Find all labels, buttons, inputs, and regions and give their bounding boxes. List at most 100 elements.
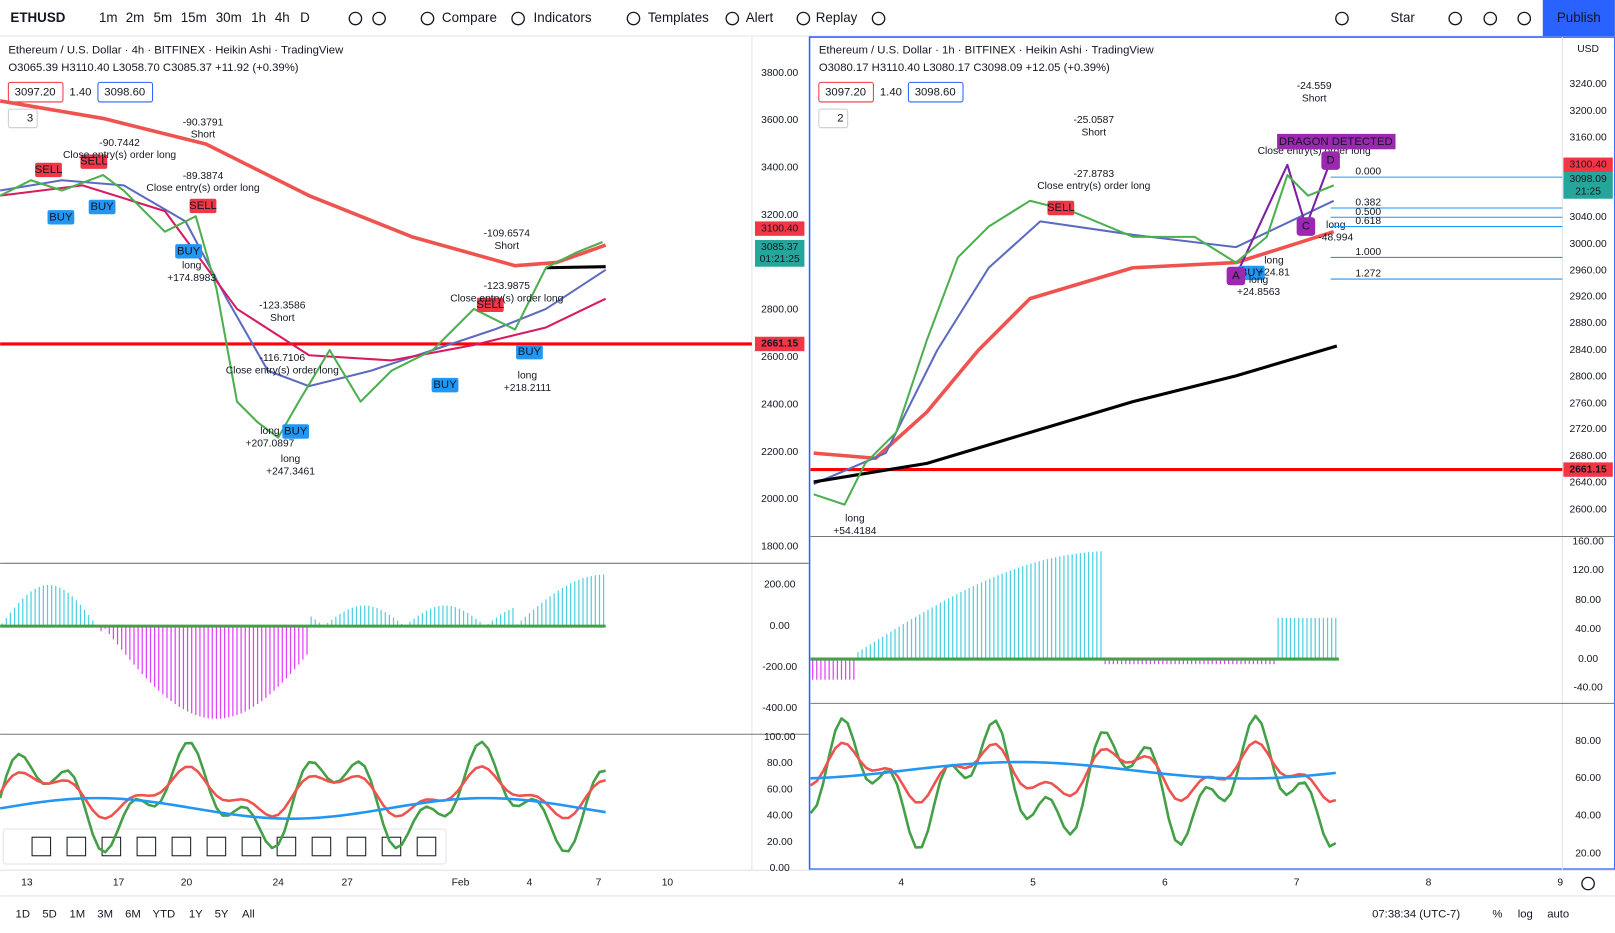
toolbar-icon[interactable] [1335,11,1349,26]
buy-button[interactable] [97,81,154,103]
symbol-search[interactable]: ETHUSD [10,10,65,25]
sell-price[interactable]: 3097.20 [825,87,866,99]
strategy-annotation: Close entry(s) order long [1258,146,1371,157]
publish-button-bg[interactable] [1542,0,1615,37]
time-axis-label: 4 [898,877,904,888]
interval-button[interactable]: 30m [216,10,242,25]
interval-button[interactable]: 15m [181,10,207,25]
fib-label: 0.000 [1355,167,1381,178]
interval-button[interactable]: 4h [275,10,290,25]
interval-button[interactable]: 1m [99,10,118,25]
time-axis-label: 17 [113,877,125,888]
strategy-annotation: -25.0587 [1073,115,1114,126]
interval-button[interactable]: 1h [251,10,266,25]
interval-button[interactable]: D [300,10,310,25]
strategy-annotation: -48.994 [1318,233,1353,244]
rsi-line [0,740,606,854]
sell-button[interactable] [818,81,874,103]
strategy-annotation: Short [191,130,216,141]
drawing-tool[interactable] [171,836,192,857]
toolbar-button[interactable]: Alert [746,10,774,25]
range-button[interactable]: 1M [70,908,86,920]
drawing-tool[interactable] [346,836,367,857]
drawing-tool[interactable] [31,836,52,857]
price-axis-label: 3800.00 [761,68,798,79]
toolbar-button[interactable]: Star [1390,10,1415,25]
range-button[interactable]: 5Y [215,908,229,920]
strategy-annotation: -109.6574 [484,228,531,239]
drawing-tool[interactable] [66,836,87,857]
signal-label: BUY [90,201,114,213]
price-axis-label: 3200.00 [761,210,798,221]
toolbar-button[interactable]: Compare [442,10,497,25]
price-axis-label: 2600.00 [761,352,798,363]
range-button[interactable]: 3M [97,908,113,920]
range-button[interactable]: YTD [153,908,176,920]
toolbar-icon[interactable] [1483,11,1498,26]
drawing-tool[interactable] [101,836,122,857]
strategy-annotation: -27.8783 [1073,169,1114,180]
price-axis-label: 3240.00 [1570,79,1607,90]
currency-label: USD [1577,44,1599,55]
toolbar-icon[interactable] [348,11,363,26]
toolbar-icon[interactable] [1581,876,1595,891]
indicator-toggle[interactable] [818,108,849,129]
strategy-annotation: Close entry(s) order long [226,365,339,376]
price-badge-label: 2661.15 [1570,464,1607,475]
toolbar-icon[interactable] [725,11,740,26]
drawing-tool[interactable] [206,836,227,857]
toolbar-icon[interactable] [871,11,886,26]
price-axis-label: 2920.00 [1570,291,1607,302]
signal-label: BUY [433,379,457,391]
toolbar-icon[interactable] [1517,11,1532,26]
price-badge-label: 3100.40 [761,223,798,234]
toolbar-icon[interactable] [372,11,386,26]
drawing-tool[interactable] [241,836,262,857]
drawing-tool[interactable] [136,836,157,857]
rsi-axis-label: 60.00 [767,785,793,796]
signal-label: BUY [49,211,73,223]
interval-button[interactable]: 2m [126,10,145,25]
toolbar-icon[interactable] [626,11,641,26]
price-axis-label: 3600.00 [761,115,798,126]
signal-badge [175,244,202,259]
price-axis-label: 2720.00 [1570,424,1607,435]
range-button[interactable]: All [242,908,255,920]
moving-average [1234,160,1332,277]
spread: 1.40 [880,87,902,99]
toolbar-button[interactable]: Publish [1557,10,1601,25]
range-button[interactable]: 1D [16,908,30,920]
osc-axis-label: 0.00 [770,621,790,632]
strategy-annotation: Short [495,241,520,252]
buy-price[interactable]: 3098.60 [104,87,145,99]
toolbar-button[interactable]: Templates [648,10,709,25]
sell-button[interactable] [7,81,64,103]
toolbar-icon[interactable] [420,11,435,26]
range-button[interactable]: 6M [125,908,141,920]
toolbar-icon[interactable] [1448,11,1463,26]
buy-button[interactable] [907,81,964,103]
scale-option[interactable]: auto [1547,908,1569,920]
toolbar-button[interactable]: Indicators [534,10,592,25]
interval-button[interactable]: 5m [154,10,173,25]
scale-option[interactable]: % [1492,908,1502,920]
toolbar-icon[interactable] [511,11,525,26]
price-axis-label: 2000.00 [761,494,798,505]
toolbar-button[interactable]: Replay [816,10,858,25]
fib-label: 1.000 [1355,247,1381,258]
indicator-toggle[interactable] [7,108,38,129]
strategy-annotation: -123.9875 [484,281,531,292]
sell-price[interactable]: 3097.20 [15,87,56,99]
range-button[interactable]: 1Y [189,908,203,920]
strategy-annotation: +24.8563 [1237,287,1280,298]
drawing-tool[interactable] [416,836,437,857]
strategy-annotation: Short [1302,94,1327,105]
toolbar-icon[interactable] [796,11,811,26]
drawing-tool[interactable] [311,836,332,857]
strategy-annotation: long [281,454,301,465]
drawing-toolbar[interactable] [2,828,447,865]
scale-option[interactable]: log [1518,908,1533,920]
buy-price[interactable]: 3098.60 [915,87,956,99]
range-button[interactable]: 5D [42,908,56,920]
